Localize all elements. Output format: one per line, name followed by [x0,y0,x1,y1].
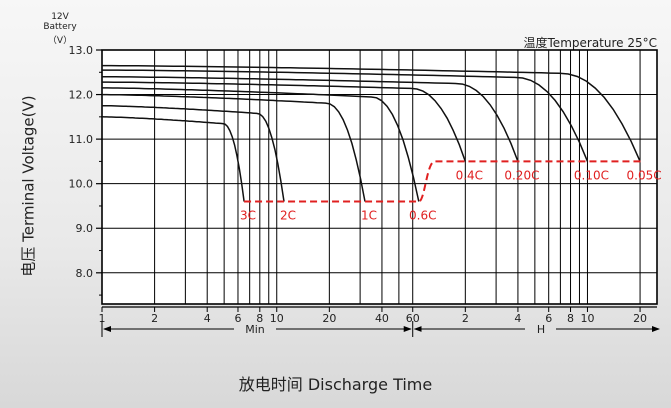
x-range-label-hour: H [537,323,545,336]
discharge-curve [102,87,420,202]
curve-label: 3C [240,209,256,223]
curve-label: 0.20C [504,168,539,182]
y-unit-label: Battery [43,22,77,32]
x-tick-label-min: 40 [375,312,389,325]
x-tick-label-min: 2 [151,312,158,325]
discharge-curve [102,104,285,202]
curve-label: 0.4C [456,168,483,182]
discharge-curve [102,69,589,162]
x-tick-label-hour: 8 [567,312,574,325]
y-tick-label: 12.0 [69,89,94,102]
y-unit-label: （V） [47,36,73,46]
x-tick-label-hour: 4 [514,312,521,325]
curve-label: 1C [361,209,377,223]
y-tick-label: 8.0 [76,267,94,280]
x-axis-label: 放电时间 Discharge Time [238,375,433,394]
discharge-curve [101,116,245,202]
x-tick-label-min: 20 [322,312,336,325]
x-tick-label-hour: 20 [633,312,647,325]
y-tick-label: 10.0 [69,178,94,191]
x-tick-label-hour: 6 [545,312,552,325]
x-tick-label-min: 10 [270,312,284,325]
curve-label: 0.10C [574,168,609,182]
x-tick-label-min: 6 [234,312,241,325]
curve-label: 0.6C [409,209,436,223]
y-tick-label: 11.0 [69,133,94,146]
discharge-curve [102,64,641,162]
y-tick-label: 9.0 [76,222,94,235]
x-range-label-min: Min [245,323,265,336]
x-tick-label-min: 60 [406,312,420,325]
x-tick-label-hour: 2 [462,312,469,325]
x-tick-label-min: 8 [256,312,263,325]
curve-label: 2C [280,209,296,223]
discharge-curve [101,75,519,162]
y-tick-label: 13.0 [69,44,94,57]
x-tick-label-min: 1 [99,312,106,325]
temperature-note: 温度Temperature 25°C [523,36,657,50]
x-tick-label-hour: 10 [580,312,594,325]
discharge-curve [102,81,467,162]
y-unit-label: 12V [51,12,69,22]
curve-label: 0.05C [627,168,662,182]
discharge-curve [102,93,366,202]
plot-area [101,49,658,305]
x-tick-label-min: 4 [204,312,211,325]
